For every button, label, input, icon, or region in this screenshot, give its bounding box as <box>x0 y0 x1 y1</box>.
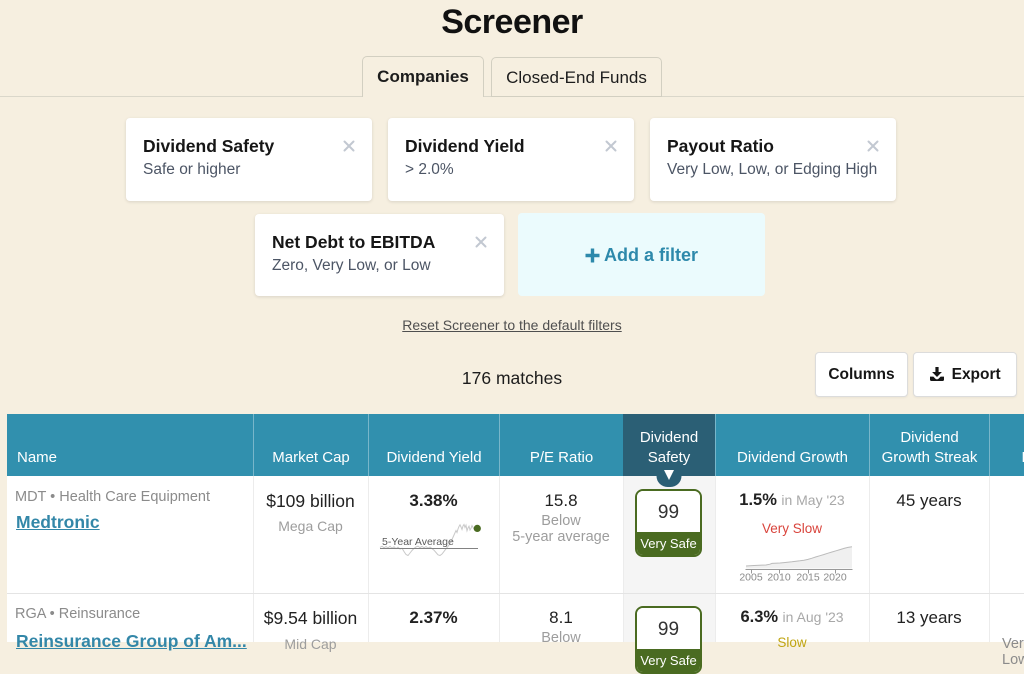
svg-text:5-Year Average: 5-Year Average <box>382 536 454 548</box>
svg-text:2010: 2010 <box>767 572 791 584</box>
svg-text:2020: 2020 <box>823 572 847 584</box>
svg-text:2015: 2015 <box>796 572 820 584</box>
svg-text:2005: 2005 <box>739 572 763 584</box>
